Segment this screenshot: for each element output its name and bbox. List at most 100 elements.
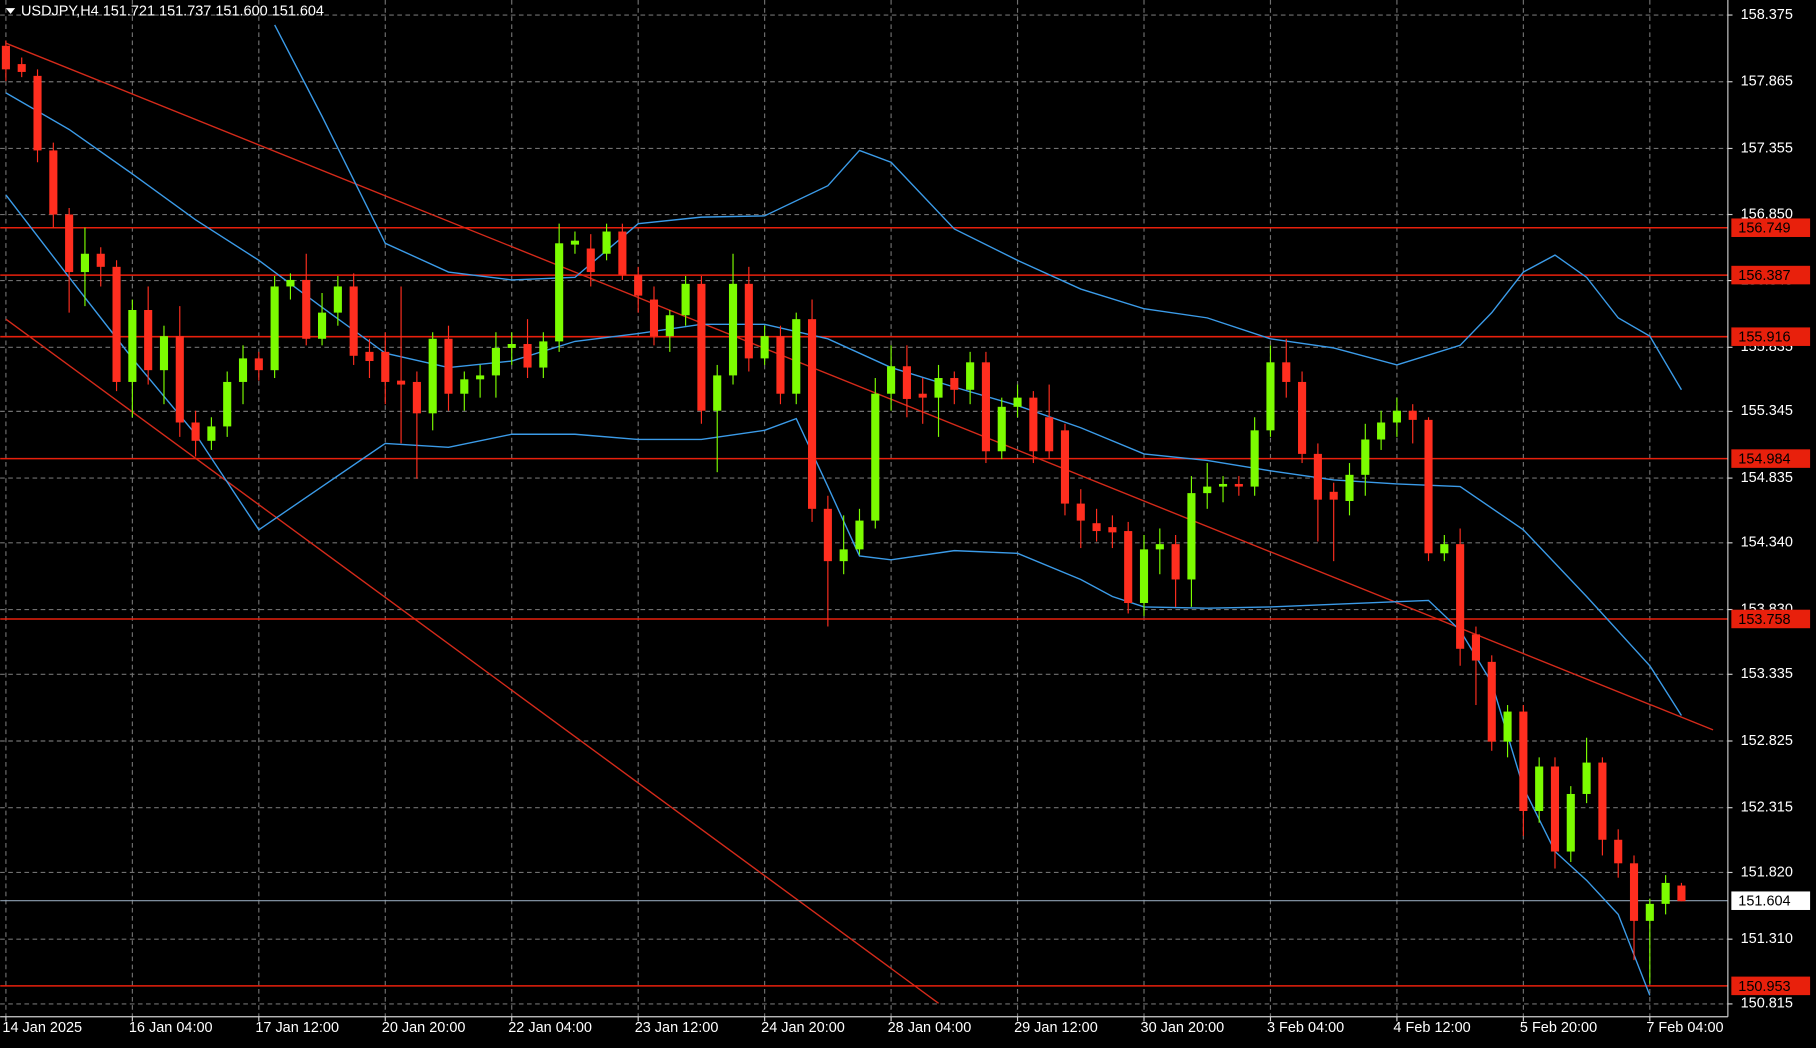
candle-body <box>808 319 817 509</box>
candle-body <box>871 393 880 521</box>
candle-body <box>1155 544 1164 550</box>
level-label-box <box>1731 976 1811 996</box>
candle-body <box>950 378 959 390</box>
y-tick-label: 155.345 <box>1741 403 1793 419</box>
x-tick-label: 5 Feb 20:00 <box>1520 1020 1597 1036</box>
candle-body <box>713 375 722 411</box>
candle-body <box>191 422 200 441</box>
candle-body <box>1408 410 1417 420</box>
y-tick-label: 157.355 <box>1741 140 1793 156</box>
level-label-box <box>1731 218 1811 237</box>
candle-body <box>476 375 485 380</box>
candle-body <box>1171 544 1180 580</box>
candle-body <box>997 406 1006 452</box>
candle-body <box>1203 486 1212 494</box>
candle-body <box>49 150 58 215</box>
level-label: 155.916 <box>1738 330 1790 346</box>
candle-body <box>792 319 801 394</box>
level-label: 156.387 <box>1738 268 1790 284</box>
x-tick-label: 14 Jan 2025 <box>2 1020 82 1036</box>
candle-body <box>491 347 500 376</box>
candle-body <box>1187 493 1196 580</box>
chart-title: USDJPY,H4 151.721 151.737 151.600 151.60… <box>21 3 324 19</box>
trend-line <box>5 42 1714 731</box>
candle-body <box>823 508 832 562</box>
candle-body <box>1218 483 1228 487</box>
candle-body <box>317 312 327 339</box>
candle-body <box>760 336 769 359</box>
candle-body <box>1440 544 1449 554</box>
candle-body <box>1029 397 1038 452</box>
y-tick-label: 153.335 <box>1741 666 1793 682</box>
candle-body <box>887 366 896 394</box>
candle-body <box>728 283 738 376</box>
candle-body <box>270 286 279 371</box>
level-label-box <box>1731 265 1811 285</box>
candle-body <box>1614 839 1623 864</box>
candle-body <box>207 426 216 441</box>
candle-body <box>1298 381 1307 454</box>
candle-body <box>1124 531 1133 604</box>
candle-body <box>1487 661 1496 742</box>
y-tick-label: 154.835 <box>1741 470 1793 486</box>
candle-body <box>223 381 232 427</box>
candle-body <box>1234 483 1243 487</box>
x-tick-label: 20 Jan 20:00 <box>382 1020 466 1036</box>
candle-body <box>523 344 532 368</box>
candle-body <box>1582 762 1591 794</box>
candle-body <box>586 248 595 273</box>
candle-body <box>1535 766 1544 811</box>
plot-area <box>0 24 1728 1004</box>
grid <box>0 0 1728 1017</box>
y-tick-label: 151.310 <box>1741 931 1793 947</box>
y-tick-label: 158.375 <box>1741 7 1793 23</box>
x-tick-label: 3 Feb 04:00 <box>1267 1020 1344 1036</box>
candle-body <box>649 299 659 337</box>
axes: 158.375157.865157.355156.850156.345155.8… <box>2 7 1811 1036</box>
candle-body <box>934 378 943 398</box>
candle-body <box>981 362 990 452</box>
candle-body <box>349 286 358 356</box>
candle-body <box>128 310 137 382</box>
candle-body <box>1250 430 1259 487</box>
candle-body <box>776 336 785 394</box>
candle-body <box>1313 453 1322 500</box>
y-tick-label: 151.820 <box>1741 864 1793 880</box>
candle-body <box>397 380 406 385</box>
candle-body <box>1329 491 1338 500</box>
candle-body <box>1139 549 1149 604</box>
x-tick-label: 16 Jan 04:00 <box>129 1020 213 1036</box>
candle-body <box>1361 439 1370 475</box>
candle-body <box>681 283 690 316</box>
x-tick-label: 24 Jan 20:00 <box>761 1020 845 1036</box>
x-tick-label: 28 Jan 04:00 <box>888 1020 972 1036</box>
level-label: 153.758 <box>1738 612 1790 628</box>
candle-body <box>902 366 911 399</box>
candle-body <box>1661 882 1670 904</box>
candle-body <box>80 253 89 273</box>
y-tick-label: 154.340 <box>1741 535 1793 551</box>
candle-body <box>286 279 295 287</box>
candle-body <box>634 274 643 296</box>
candle-body <box>175 336 184 423</box>
level-label-box <box>1731 327 1811 346</box>
candle-body <box>1092 523 1101 532</box>
candle-body <box>1013 397 1022 407</box>
candle-body <box>33 75 42 151</box>
candle-body <box>1060 430 1070 504</box>
candle-body <box>1645 903 1654 921</box>
candle-body <box>1076 503 1085 521</box>
y-tick-label: 150.815 <box>1741 996 1793 1012</box>
candle-body <box>1456 544 1465 649</box>
y-tick-label: 152.315 <box>1741 800 1793 816</box>
candle-body <box>744 283 753 359</box>
candle-body <box>1566 793 1575 852</box>
candle-body <box>1045 417 1054 452</box>
candle-body <box>444 338 453 394</box>
candle-body <box>1677 885 1686 902</box>
candle-body <box>1629 863 1639 921</box>
candle-body <box>570 240 580 245</box>
